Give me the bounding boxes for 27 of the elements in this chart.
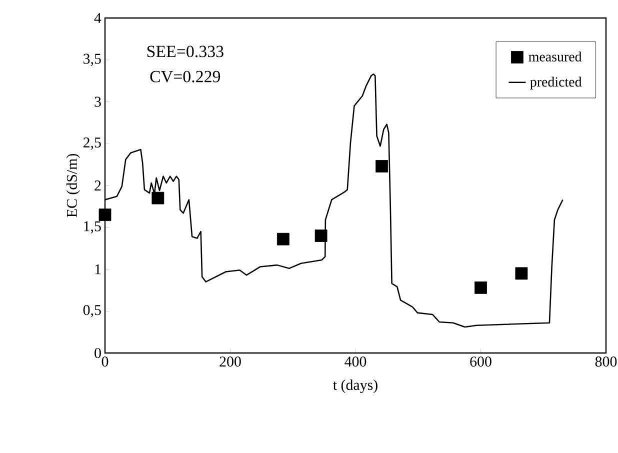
x-tick-label: 800	[595, 356, 617, 367]
x-tick-label: 200	[220, 356, 241, 367]
x-tick-label: 400	[344, 356, 366, 367]
point	[314, 230, 328, 242]
y-tick-label: 2	[94, 180, 101, 190]
y-tick-label: 0	[94, 348, 101, 358]
point	[152, 192, 164, 204]
legend-label: measured	[528, 52, 582, 62]
legend-label: predicted	[530, 76, 582, 90]
y-tick-label: 3	[94, 96, 101, 107]
point	[98, 208, 112, 222]
point	[474, 281, 487, 294]
y-tick-label: 1,5	[84, 221, 101, 234]
y-tick-label: 0,5	[83, 305, 101, 318]
point	[276, 232, 290, 246]
y-tick-label: 4	[94, 13, 102, 23]
y-tick-label: 3,5	[84, 54, 101, 66]
y-tick-label: 2,5	[83, 138, 101, 150]
annotation: SEE=0.333	[147, 46, 224, 58]
annotation: CV=0.229	[150, 70, 220, 82]
point	[515, 267, 528, 280]
x-tick-label: 0	[102, 356, 108, 367]
point	[376, 160, 388, 172]
y-axis-title: EC (dS/m)	[66, 154, 80, 218]
x-axis-title: t (days)	[333, 379, 378, 394]
x-tick-label: 600	[470, 356, 492, 367]
y-tick-label: 1	[95, 264, 101, 274]
